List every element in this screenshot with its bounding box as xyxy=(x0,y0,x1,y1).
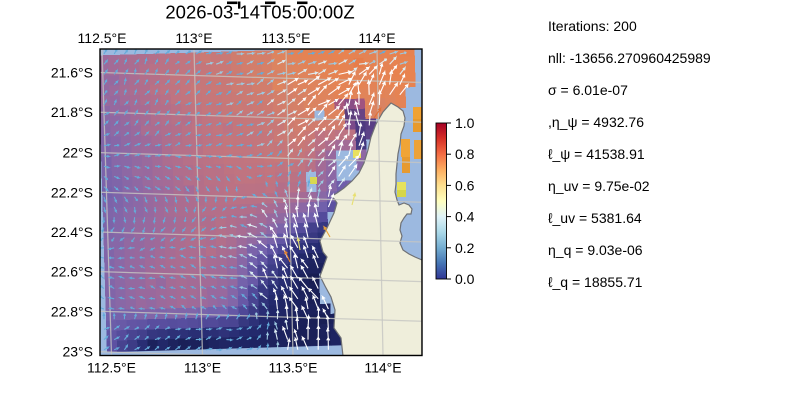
svg-text:nll: -13656.270960425989: nll: -13656.270960425989 xyxy=(548,50,711,66)
svg-text:23°S: 23°S xyxy=(62,344,93,360)
svg-text:22.8°S: 22.8°S xyxy=(51,303,93,319)
svg-text:1.0: 1.0 xyxy=(455,115,475,131)
svg-text:,η_ψ = 4932.76: ,η_ψ = 4932.76 xyxy=(548,114,644,130)
svg-text:21.6°S: 21.6°S xyxy=(51,65,93,81)
svg-text:112.5°E: 112.5°E xyxy=(87,360,136,376)
svg-text:114°E: 114°E xyxy=(364,360,401,376)
svg-text:22.4°S: 22.4°S xyxy=(51,224,93,240)
svg-text:22°S: 22°S xyxy=(62,145,93,161)
svg-text:113.5°E: 113.5°E xyxy=(262,30,311,46)
svg-text:0.2: 0.2 xyxy=(455,240,475,256)
svg-text:0.0: 0.0 xyxy=(455,271,475,287)
svg-text:114°E: 114°E xyxy=(358,30,395,46)
svg-text:22.2°S: 22.2°S xyxy=(51,184,93,200)
svg-text:σ = 6.01e-07: σ = 6.01e-07 xyxy=(548,82,628,98)
svg-text:ℓ_q = 18855.71: ℓ_q = 18855.71 xyxy=(548,274,643,290)
svg-text:Iterations: 200: Iterations: 200 xyxy=(548,18,637,34)
svg-text:112.5°E: 112.5°E xyxy=(78,30,127,46)
svg-text:113°E: 113°E xyxy=(184,360,221,376)
svg-text:0.6: 0.6 xyxy=(455,177,475,193)
svg-text:22.6°S: 22.6°S xyxy=(51,264,93,280)
svg-text:21.8°S: 21.8°S xyxy=(51,104,93,120)
svg-text:ℓ_uv = 5381.64: ℓ_uv = 5381.64 xyxy=(548,210,642,226)
svg-text:0.8: 0.8 xyxy=(455,146,475,162)
svg-text:η_q = 9.03e-06: η_q = 9.03e-06 xyxy=(548,242,643,258)
svg-text:113°E: 113°E xyxy=(175,30,212,46)
svg-text:η_uv = 9.75e-02: η_uv = 9.75e-02 xyxy=(548,178,650,194)
svg-text:ℓ_ψ = 41538.91: ℓ_ψ = 41538.91 xyxy=(548,146,645,162)
svg-text:113.5°E: 113.5°E xyxy=(269,360,318,376)
svg-text:2026-03-14T05:00:00Z: 2026-03-14T05:00:00Z xyxy=(165,2,354,23)
svg-text:0.4: 0.4 xyxy=(455,209,475,225)
